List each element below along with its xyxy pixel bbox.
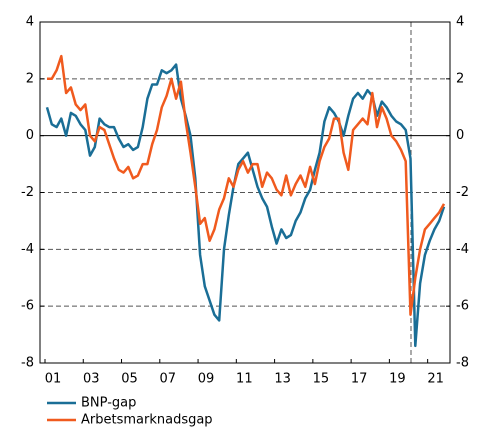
x-tick-label: 19 [389, 372, 406, 387]
x-tick-label: 09 [198, 372, 215, 387]
series-line [47, 54, 446, 316]
series-line [45, 63, 446, 348]
x-tick-label: 21 [427, 372, 444, 387]
y-tick-label: 4 [26, 15, 34, 30]
y2-tick-label: 4 [456, 15, 464, 30]
y2-tick-label: 0 [456, 128, 464, 143]
x-tick-label: 01 [45, 372, 62, 387]
y-tick-label: -8 [21, 356, 34, 371]
x-tick-label: 17 [351, 372, 368, 387]
y-tick-label: 2 [26, 71, 34, 86]
y2-tick-label: -8 [456, 356, 469, 371]
x-tick-label: 15 [313, 372, 330, 387]
legend-label: Arbetsmarknadsgap [81, 413, 213, 428]
x-tick-label: 11 [236, 372, 253, 387]
x-tick-label: 03 [83, 372, 100, 387]
x-tick-label: 05 [121, 372, 138, 387]
x-tick-label: 13 [274, 372, 291, 387]
y2-tick-label: -4 [456, 242, 469, 257]
y2-tick-label: -6 [456, 299, 469, 314]
y-tick-label: 0 [26, 128, 34, 143]
x-tick-label: 07 [160, 372, 177, 387]
legend-label: BNP-gap [81, 396, 136, 411]
y2-tick-label: 2 [456, 71, 464, 86]
plot-frame [39, 21, 451, 364]
y2-tick-label: -2 [456, 185, 469, 200]
y-tick-label: -4 [21, 242, 34, 257]
y-tick-label: -6 [21, 299, 34, 314]
y-tick-label: -2 [21, 185, 34, 200]
